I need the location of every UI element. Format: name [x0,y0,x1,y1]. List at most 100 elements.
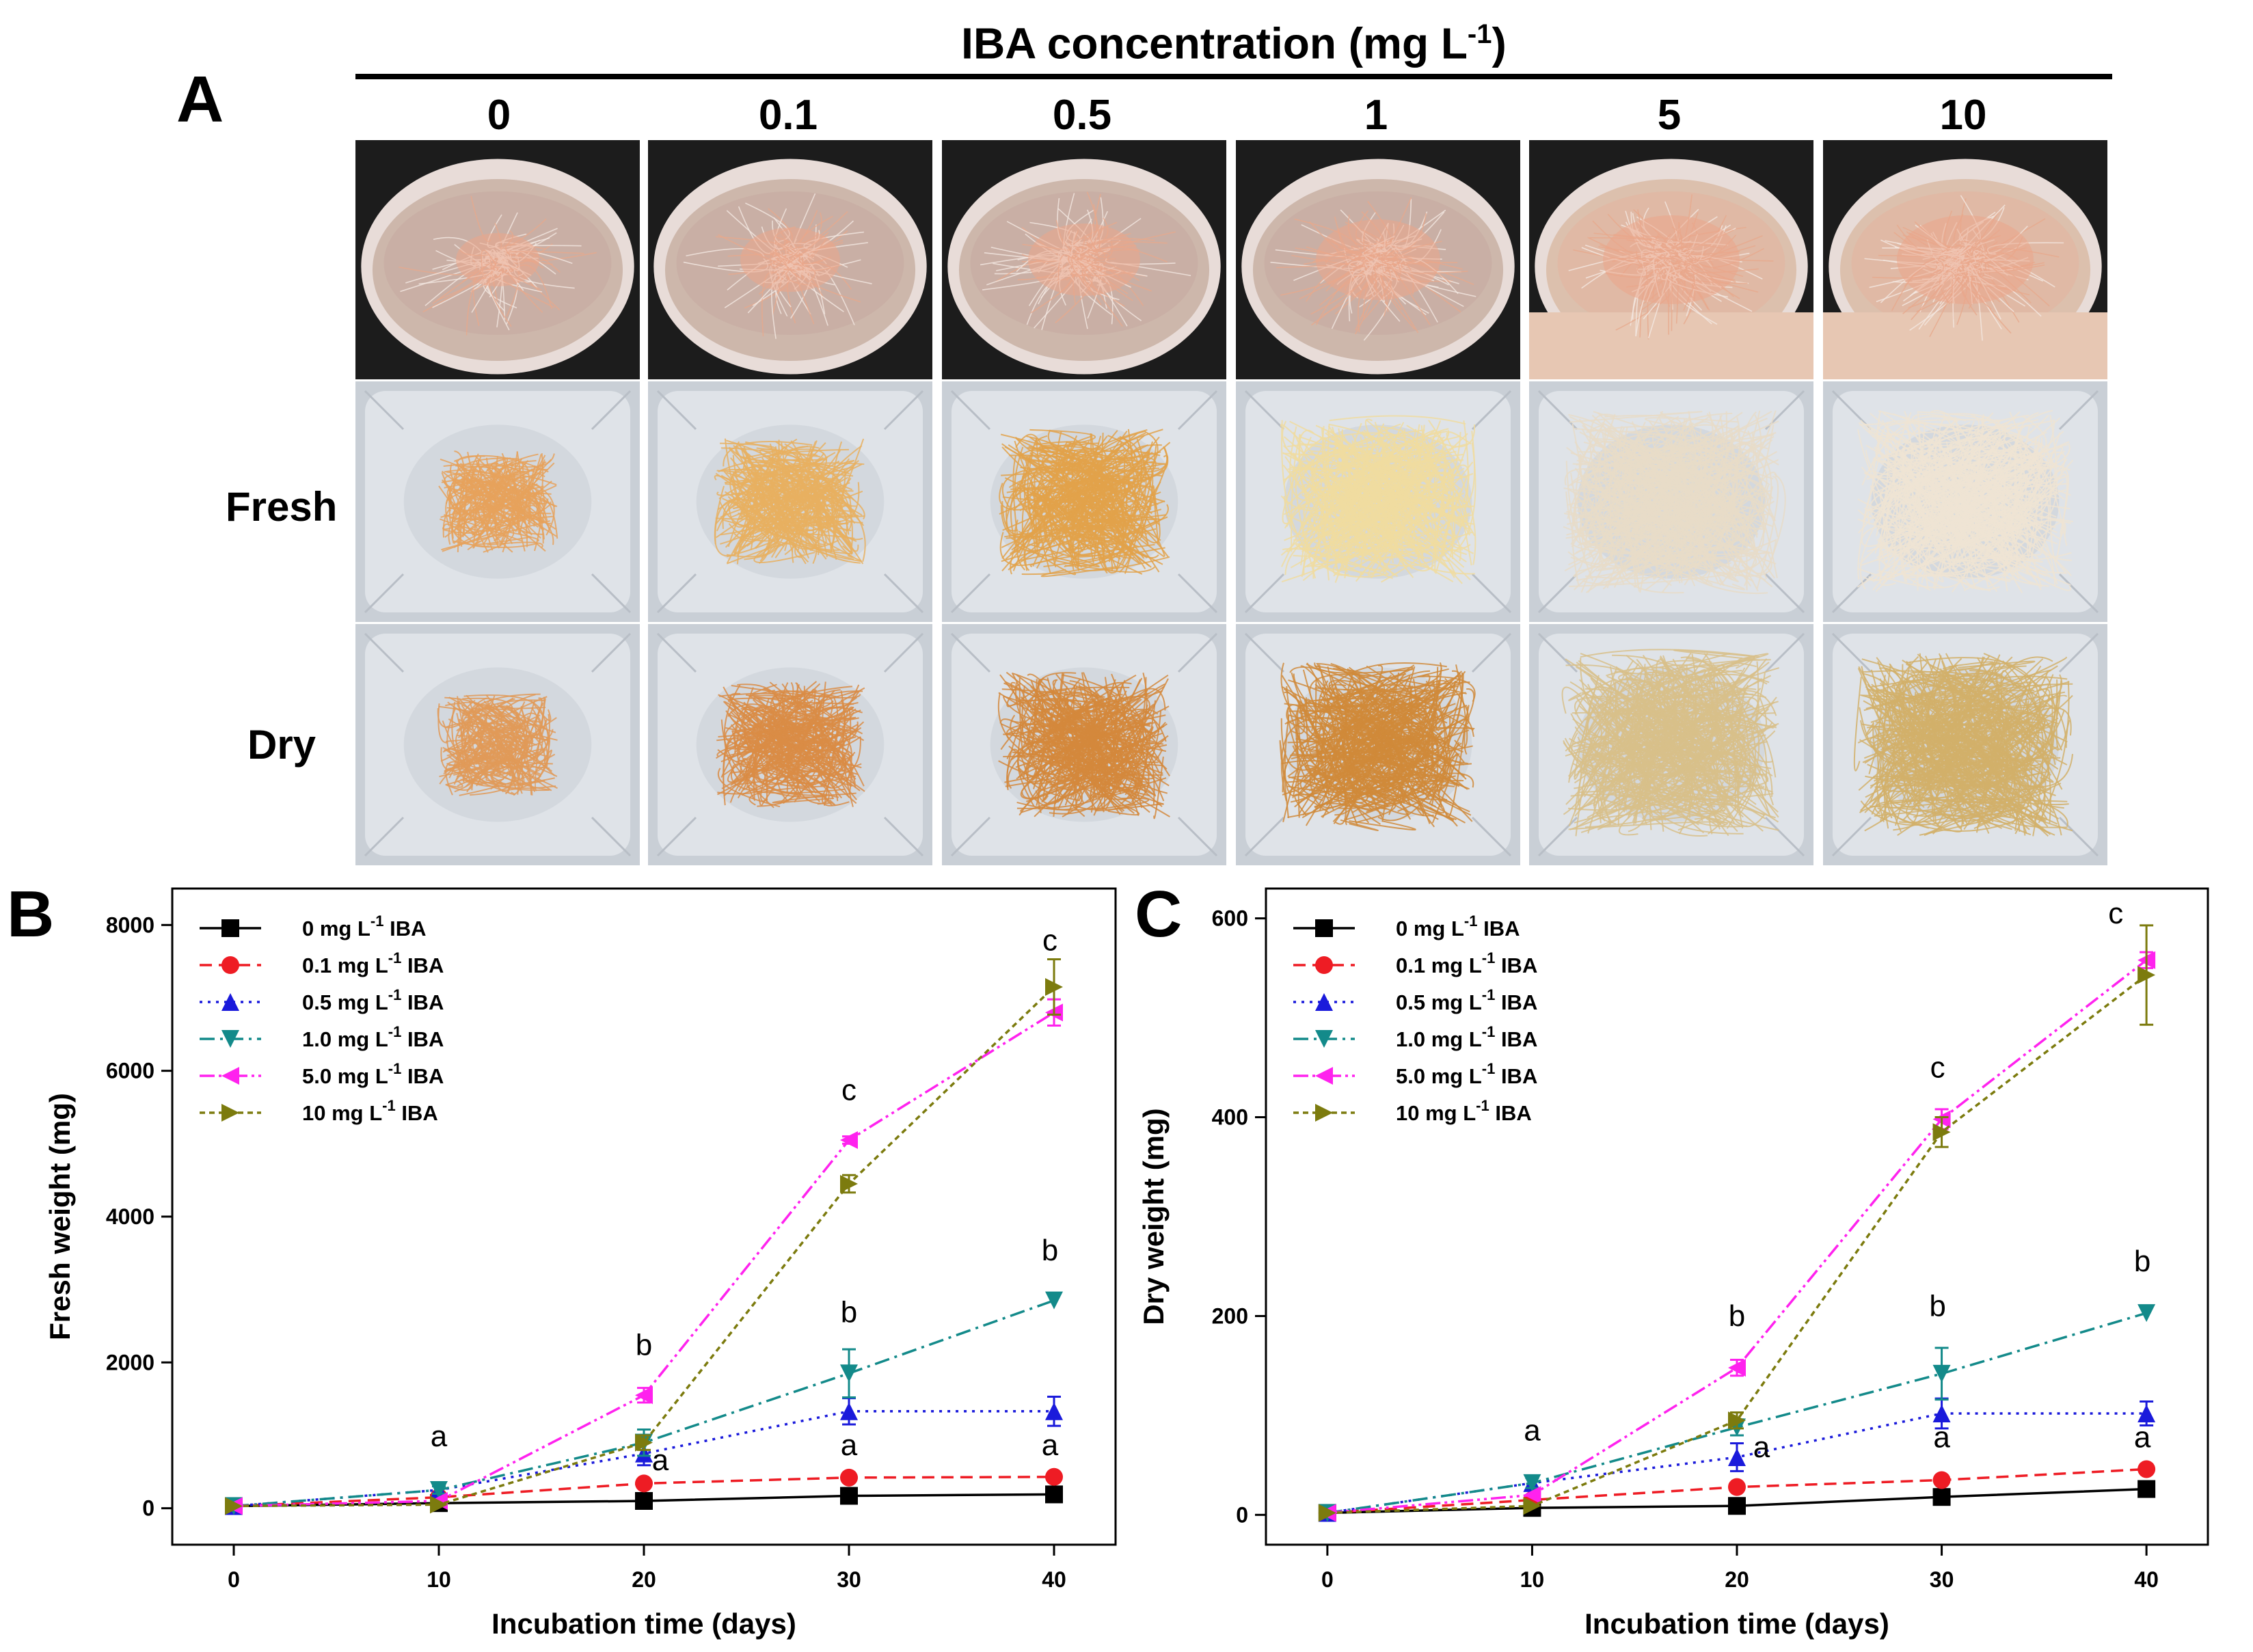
legend-entry-2: 0.5 mg L-1 IBA [200,986,444,1014]
legend-entry-4: 5.0 mg L-1 IBA [200,1060,444,1088]
panel-a-letter: A [176,63,224,136]
legend-marker [221,956,239,974]
data-point [1932,1488,1951,1506]
legend-entry-3: 1.0 mg L-1 IBA [200,1023,444,1051]
x-tick-label: 40 [2134,1567,2159,1592]
legend-label: 5.0 mg L-1 IBA [1396,1060,1537,1088]
data-point [635,1492,653,1510]
data-point [1932,1405,1951,1422]
legend-marker [221,919,239,937]
data-point [1045,1467,1063,1486]
row-label-fresh: Fresh [226,484,338,530]
photo-dry-0 [355,624,640,865]
x-tick-label: 20 [632,1567,656,1592]
significance-letter: c [841,1073,856,1107]
photo-dry-5 [1823,624,2107,865]
data-point [1932,1471,1951,1489]
x-tick-label: 10 [427,1567,451,1592]
significance-letter: a [1753,1431,1770,1464]
x-axis-label: Incubation time (days) [1584,1608,1889,1640]
y-axis-label: Dry weight (mg) [1137,1108,1170,1325]
row-label-dry: Dry [247,722,316,768]
significance-letter: b [1729,1299,1745,1333]
legend-marker [1315,1104,1333,1122]
photo-flask-1 [648,140,932,379]
legend-entry-1: 0.1 mg L-1 IBA [200,949,444,977]
legend-marker [1315,956,1333,974]
data-point [840,1131,858,1149]
photo-flask-5 [1823,140,2107,379]
data-point [1523,1497,1541,1515]
data-point [2137,966,2156,984]
significance-letter: b [841,1296,857,1329]
data-point [1523,1474,1541,1492]
data-point [225,1497,243,1515]
x-tick-label: 30 [1930,1567,1954,1592]
series-line [233,986,1055,1508]
significance-letter: b [1929,1289,1945,1323]
data-point [840,1468,858,1487]
legend-label: 0.5 mg L-1 IBA [1396,986,1537,1014]
legend-label: 10 mg L-1 IBA [302,1097,438,1125]
photo-flask-4 [1529,140,1813,379]
data-point [840,1364,858,1383]
x-tick-label: 10 [1520,1567,1545,1592]
legend-entry-0: 0 mg L-1 IBA [200,912,426,940]
series-line [233,1410,1054,1508]
significance-letter: a [1524,1413,1541,1447]
column-label-0-1: 0.1 [758,92,818,139]
photo-fresh-4 [1529,381,1813,622]
significance-letter: a [1933,1420,1950,1454]
y-tick-label: 200 [1212,1303,1248,1328]
panel-c-letter: C [1135,878,1183,951]
legend-label: 10 mg L-1 IBA [1396,1097,1532,1125]
x-axis-label: Incubation time (days) [491,1608,796,1640]
data-point [1728,1411,1746,1430]
legend-entry-4: 5.0 mg L-1 IBA [1293,1060,1537,1088]
legend-label: 5.0 mg L-1 IBA [302,1060,444,1088]
y-tick-label: 0 [1236,1502,1248,1527]
series-line [1327,1412,2147,1515]
y-tick-label: 2000 [106,1350,154,1375]
concentration-rule [355,74,2112,79]
y-tick-label: 400 [1212,1105,1248,1130]
x-tick-label: 20 [1725,1567,1749,1592]
photo-fresh-2 [942,381,1226,622]
data-point [1523,1486,1541,1504]
legend-marker [221,1067,239,1085]
significance-letter: c [1042,924,1057,958]
legend-label: 0 mg L-1 IBA [1396,912,1520,940]
panel-b-letter: B [7,878,55,951]
photo-flask-3 [1236,140,1520,379]
significance-letter: a [652,1444,669,1477]
legend-marker [1315,993,1333,1011]
data-point [2137,1480,2156,1498]
y-tick-label: 8000 [106,912,154,937]
legend-label: 0.5 mg L-1 IBA [302,986,444,1014]
data-point [840,1402,858,1420]
series-5 [1318,924,2156,1522]
data-point [1728,1448,1746,1466]
legend-entry-5: 10 mg L-1 IBA [200,1097,438,1125]
data-point [2137,1405,2156,1422]
column-label-0-5: 0.5 [1052,92,1112,139]
y-tick-label: 4000 [106,1204,154,1229]
significance-letter: a [1042,1428,1059,1462]
data-point [1318,1504,1336,1522]
column-label-0: 0 [487,92,511,139]
y-tick-label: 0 [142,1496,154,1521]
significance-letter: a [431,1420,448,1453]
legend-label: 1.0 mg L-1 IBA [302,1023,444,1051]
legend-marker [221,993,239,1011]
significance-letter: b [636,1329,652,1362]
legend-marker [221,1104,239,1122]
data-point [2137,1304,2156,1323]
x-tick-label: 0 [1321,1567,1334,1592]
data-point [2137,1460,2156,1478]
x-tick-label: 30 [837,1567,861,1592]
data-point [840,1175,858,1193]
legend-marker [221,1030,239,1048]
photo-dry-2 [942,624,1226,865]
legend-label: 0 mg L-1 IBA [302,912,426,940]
photo-dry-3 [1236,624,1520,865]
